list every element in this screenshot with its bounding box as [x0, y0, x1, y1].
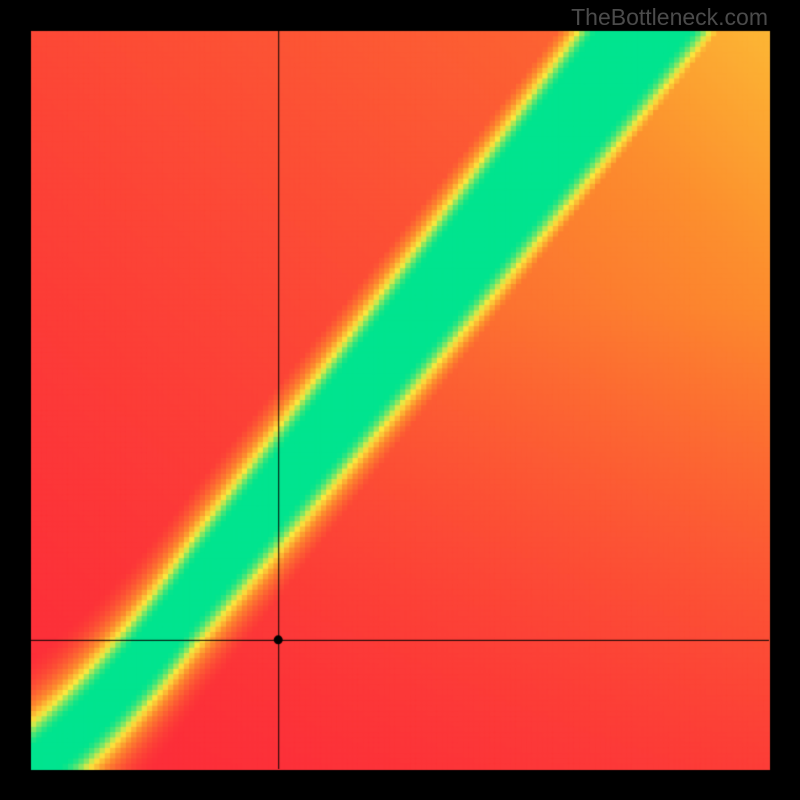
bottleneck-heatmap [0, 0, 800, 800]
watermark-text: TheBottleneck.com [571, 4, 768, 31]
chart-container: TheBottleneck.com [0, 0, 800, 800]
